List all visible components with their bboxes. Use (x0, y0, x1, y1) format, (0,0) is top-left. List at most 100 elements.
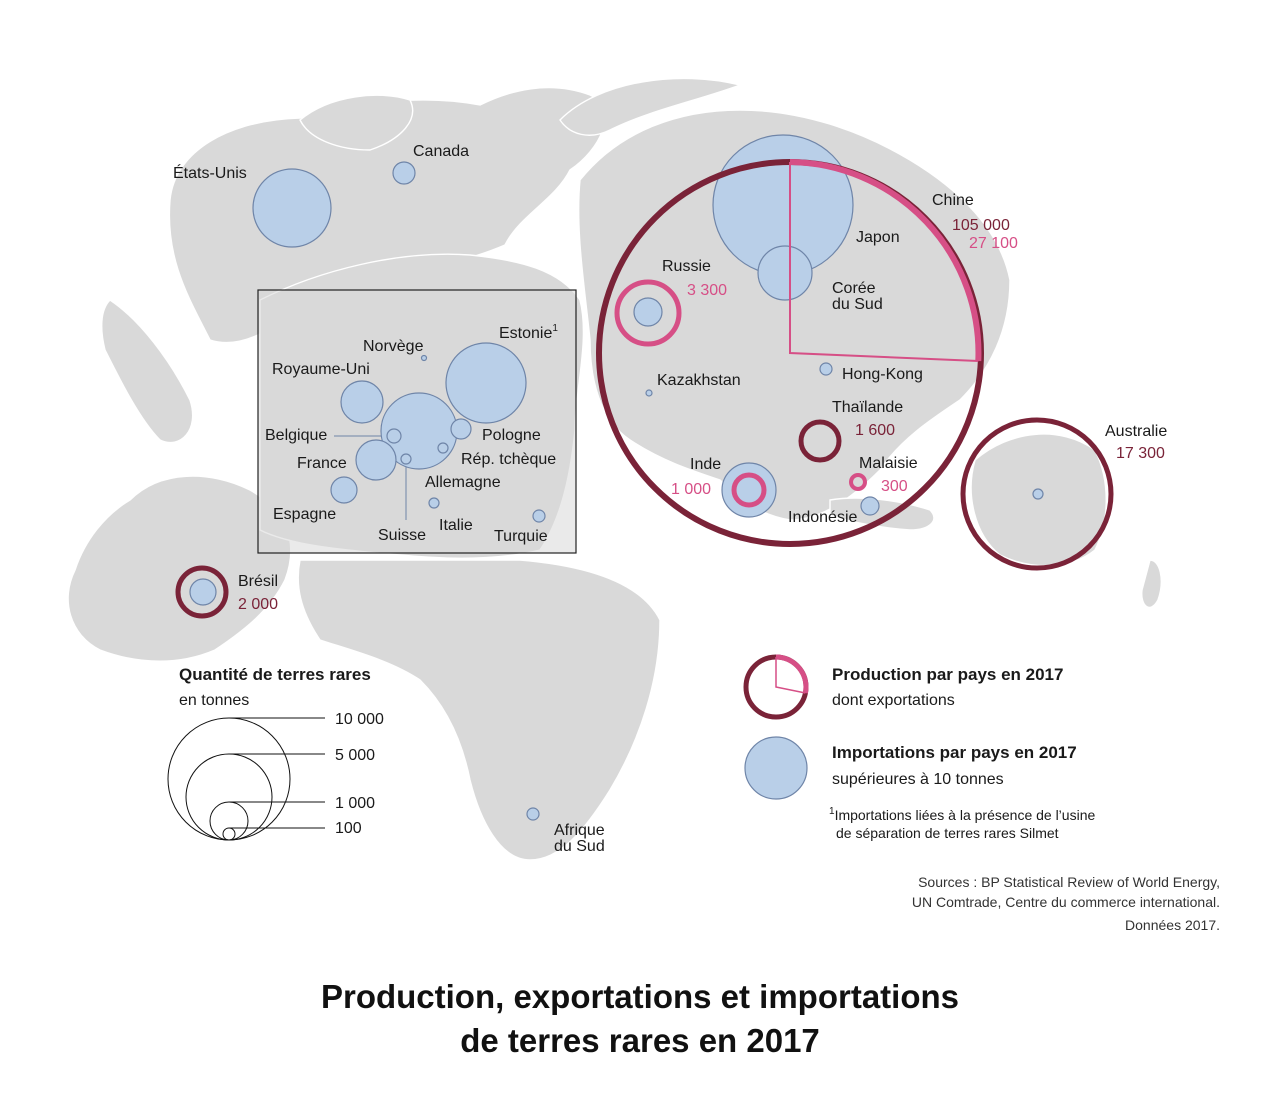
importer-hong-kong[interactable] (819, 362, 833, 376)
importer-rep-tcheque[interactable] (437, 442, 449, 454)
size-legend-value-100: 100 (335, 820, 362, 837)
australia-land (970, 433, 1107, 567)
importer-kazakhstan[interactable] (645, 389, 653, 397)
label-espagne: Espagne (273, 506, 336, 523)
value-thailande: 1 600 (855, 422, 895, 439)
label-bresil: Brésil (238, 573, 278, 590)
label-belgique: Belgique (265, 427, 327, 444)
label-thailande: Thaïlande (832, 399, 903, 416)
europe-inset: Norvège Estonie1 Royaume-Uni Belgique Po… (257, 289, 577, 554)
value-bresil: 2 000 (238, 596, 278, 613)
importer-inde[interactable] (721, 462, 777, 518)
label-coree-line1: Corée (832, 280, 876, 297)
label-japon: Japon (856, 229, 900, 246)
symbol-legend: Production par pays en 2017 dont exporta… (743, 654, 1095, 841)
size-legend-title: Quantité de terres rares (179, 665, 371, 684)
exports-ring-malaisie[interactable] (849, 473, 867, 491)
importer-norvege[interactable] (420, 354, 428, 362)
exports-ring-russie[interactable] (614, 279, 682, 347)
label-hong-kong: Hong-Kong (842, 366, 923, 383)
exports-ring-inde[interactable] (731, 472, 767, 508)
legend-production-title: Production par pays en 2017 (832, 665, 1063, 684)
value-chine-exports: 27 100 (969, 235, 1018, 252)
legend-imports-subtitle: supérieures à 10 tonnes (832, 771, 1004, 788)
importer-afrique-du-sud[interactable] (526, 807, 540, 821)
importer-bresil[interactable] (189, 578, 217, 606)
label-estonie-superscript: 1 (552, 323, 558, 334)
label-inde: Inde (690, 456, 721, 473)
value-chine-production: 105 000 (952, 217, 1010, 234)
sources-line1: Sources : BP Statistical Review of World… (918, 874, 1220, 890)
footnote-line1: 1Importations liées à la présence de l’u… (829, 806, 1095, 823)
importer-turquie[interactable] (532, 509, 546, 523)
size-legend-subtitle: en tonnes (179, 692, 249, 709)
importer-etats-unis[interactable] (252, 168, 332, 248)
importer-espagne[interactable] (330, 476, 358, 504)
label-suisse: Suisse (378, 527, 426, 544)
importer-royaume-uni[interactable] (340, 380, 384, 424)
importer-france[interactable] (355, 439, 397, 481)
value-russie: 3 300 (687, 282, 727, 299)
footnote-line2: de séparation de terres rares Silmet (836, 825, 1059, 841)
value-inde: 1 000 (671, 481, 711, 498)
label-royaume-uni: Royaume-Uni (272, 361, 370, 378)
size-legend-circle-100 (222, 827, 236, 841)
label-coree-line2: du Sud (832, 296, 883, 313)
exports-arc-chine[interactable] (789, 159, 982, 362)
importer-russie[interactable] (633, 297, 663, 327)
page-title-line1: Production, exportations et importations (320, 978, 960, 1015)
legend-exports-sector (775, 657, 806, 694)
label-france: France (297, 455, 347, 472)
importer-italie[interactable] (428, 497, 440, 509)
importer-indonesie[interactable] (860, 496, 880, 516)
label-chine: Chine (932, 192, 974, 209)
label-italie: Italie (439, 517, 473, 534)
label-rep-tcheque: Rép. tchèque (461, 451, 556, 468)
importer-coree-du-sud[interactable] (757, 245, 813, 301)
production-ring-thailande[interactable] (798, 419, 842, 463)
new-zealand-land (1141, 559, 1162, 609)
importer-estonie[interactable] (445, 342, 527, 424)
importer-pologne[interactable] (450, 418, 472, 440)
size-legend-value-10000: 10 000 (335, 711, 384, 728)
label-afrique-line2: du Sud (554, 838, 605, 855)
sources-line2: UN Comtrade, Centre du commerce internat… (912, 894, 1220, 910)
import-bubbles (189, 134, 1044, 821)
page-title-line2: de terres rares en 2017 (460, 1022, 820, 1059)
size-legend-circle-1000 (209, 801, 249, 841)
world-map: Norvège Estonie1 Royaume-Uni Belgique Po… (67, 77, 1220, 933)
label-canada: Canada (413, 143, 469, 160)
label-indonesie: Indonésie (788, 509, 857, 526)
importer-belgique[interactable] (386, 428, 402, 444)
world-labels: États-Unis Canada Chine 105 000 27 100 J… (173, 143, 1167, 855)
importer-canada[interactable] (392, 161, 416, 185)
importer-suisse[interactable] (400, 453, 412, 465)
value-australie: 17 300 (1116, 445, 1165, 462)
page-title: Production, exportations et importations… (0, 975, 1280, 1063)
label-estonie-text: Estonie (499, 325, 552, 342)
central-america-land (101, 299, 194, 444)
exports-sector-chine (789, 162, 979, 362)
label-malaisie: Malaisie (859, 455, 918, 472)
legend-imports-symbol (744, 736, 808, 800)
label-afrique-line1: Afrique (554, 822, 605, 839)
size-legend-value-1000: 1 000 (335, 795, 375, 812)
footnote-marker: 1 (829, 806, 835, 817)
size-legend: Quantité de terres rares en tonnes 10 00… (167, 665, 384, 841)
size-legend-circle-5000 (185, 753, 273, 841)
legend-imports-title: Importations par pays en 2017 (832, 743, 1077, 762)
sources: Sources : BP Statistical Review of World… (912, 874, 1220, 933)
label-russie: Russie (662, 258, 711, 275)
africa-land (297, 559, 661, 861)
production-ring-bresil[interactable] (175, 565, 229, 619)
greenland-land (299, 94, 414, 151)
legend-exports-arc (775, 654, 809, 694)
production-ring-australie[interactable] (960, 417, 1114, 571)
footnote-text1: Importations liées à la présence de l’us… (835, 807, 1096, 823)
label-norvege: Norvège (363, 338, 424, 355)
label-kazakhstan: Kazakhstan (657, 372, 741, 389)
legend-production-subtitle: dont exportations (832, 692, 955, 709)
importer-australie[interactable] (1032, 488, 1044, 500)
south-america-land (67, 475, 292, 662)
sources-line3: Données 2017. (1125, 917, 1220, 933)
